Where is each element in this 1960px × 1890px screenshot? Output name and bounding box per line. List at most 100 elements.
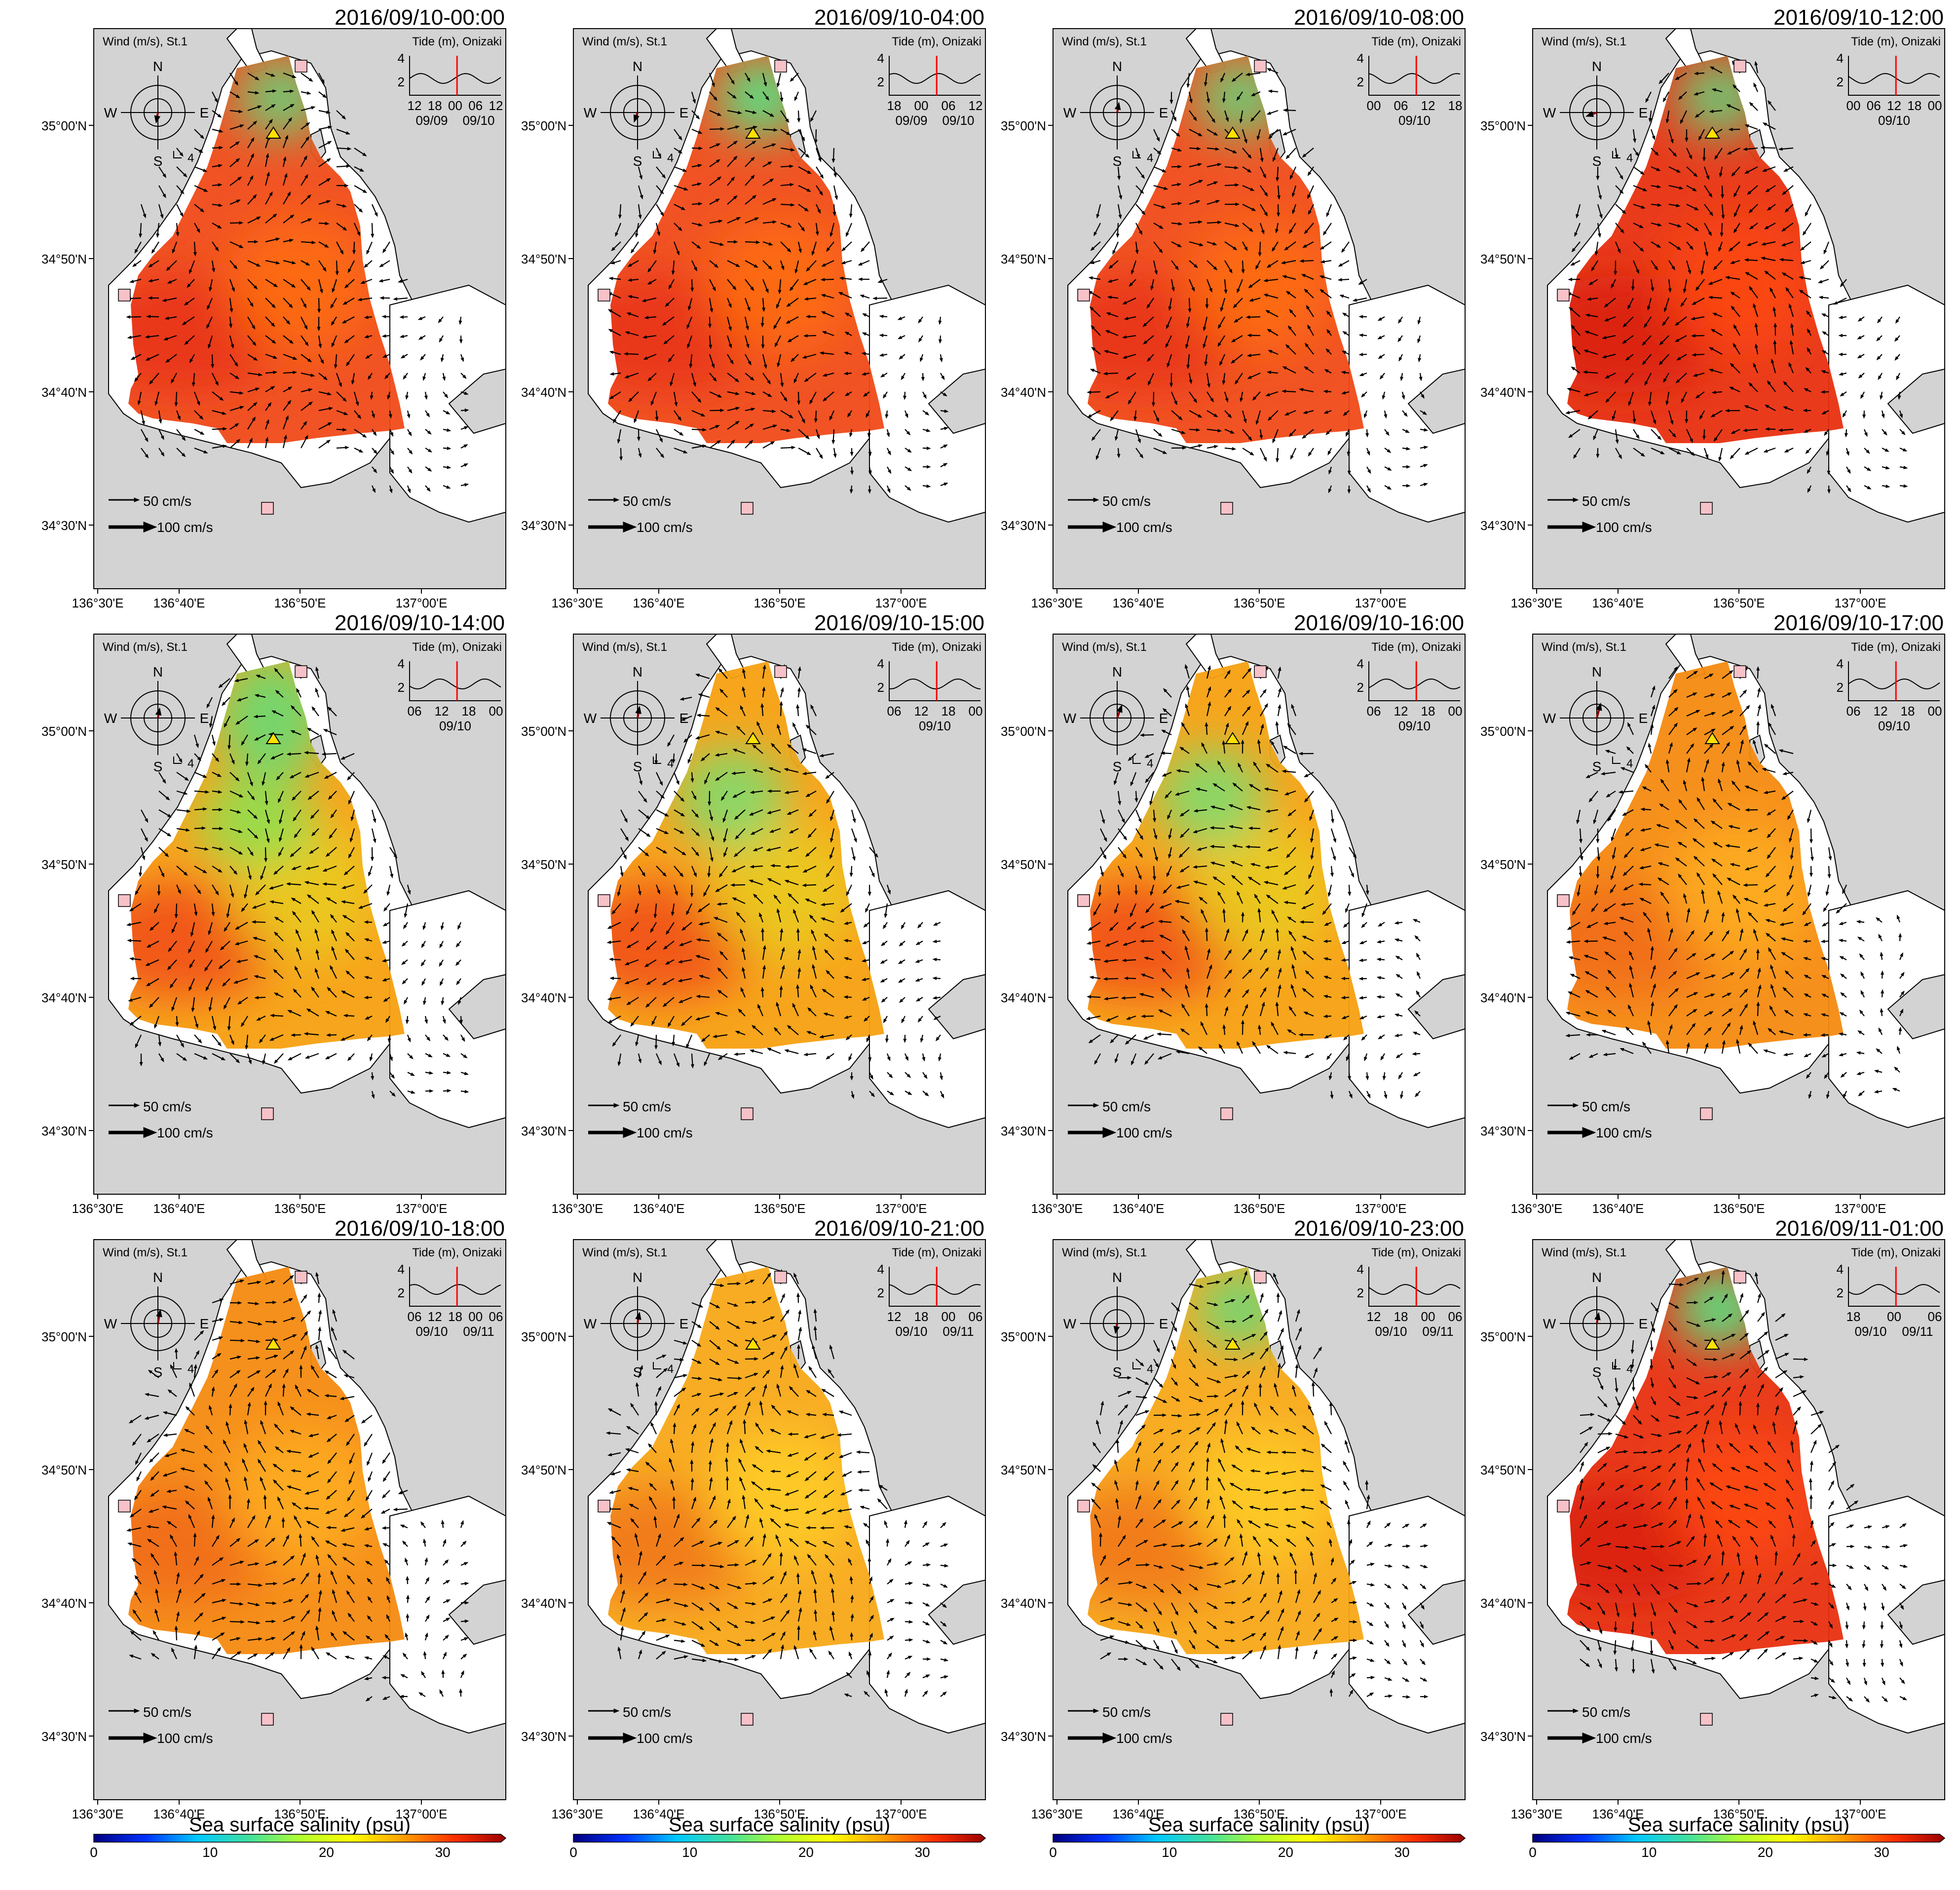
y-tick-label: 34°40'N <box>41 1596 87 1611</box>
current-arrow <box>797 391 801 405</box>
current-arrow <box>212 410 227 415</box>
station-marker <box>1220 1107 1233 1120</box>
current-arrow <box>228 316 232 329</box>
y-tick-label: 34°50'N <box>1001 857 1046 872</box>
tide-xtick: 00 <box>1448 704 1463 718</box>
current-arrow <box>194 148 204 153</box>
current-arrow <box>229 391 244 395</box>
tide-ytick: 2 <box>398 680 405 695</box>
current-arrow <box>940 1564 949 1568</box>
current-arrow <box>229 406 244 412</box>
current-arrow <box>1613 1359 1617 1370</box>
current-arrow <box>938 335 942 344</box>
tide-date: 09/11 <box>463 1324 494 1339</box>
current-arrow <box>932 976 941 981</box>
current-arrow <box>318 110 331 114</box>
tide-xtick: 06 <box>1867 98 1881 113</box>
current-arrow <box>247 316 256 330</box>
station-marker <box>1077 894 1090 907</box>
current-arrow <box>254 996 266 1000</box>
ref-label-50: 50 cm/s <box>1102 1704 1151 1720</box>
compass-w: W <box>1543 711 1556 726</box>
tide-date: 09/10 <box>1375 1324 1407 1339</box>
current-arrow <box>1820 940 1829 944</box>
tide-xtick: 06 <box>1367 704 1381 718</box>
colorbar <box>93 1834 507 1843</box>
tide-xtick: 06 <box>489 1309 503 1324</box>
current-arrow <box>405 391 409 400</box>
current-arrow <box>727 1658 739 1662</box>
y-tick-label: 34°40'N <box>41 385 87 400</box>
tide-ytick: 4 <box>398 51 405 66</box>
current-arrow <box>831 429 835 445</box>
low-salinity-spot <box>237 58 326 137</box>
ref-label-50: 50 cm/s <box>1582 1704 1630 1720</box>
current-arrow <box>229 241 244 248</box>
current-arrow <box>318 260 327 272</box>
current-arrow <box>709 73 715 87</box>
compass-e: E <box>200 1316 209 1331</box>
current-arrow <box>1311 1381 1315 1397</box>
map-panel: 2016/09/10-16:00 50 cm/s 100 cm/s Wind (m/s… <box>1001 611 1466 1216</box>
tide-ytick: 4 <box>1357 656 1364 671</box>
wind-scale-label: 4 <box>188 1362 194 1376</box>
current-arrow <box>265 402 272 411</box>
current-arrow <box>1224 1358 1239 1361</box>
current-arrow <box>158 166 167 178</box>
current-arrow <box>780 203 795 207</box>
tide-xtick: 18 <box>1901 704 1915 718</box>
x-tick-label: 137°00'E <box>1834 1201 1886 1216</box>
colorbar-tick: 30 <box>435 1845 451 1860</box>
y-tick-label: 34°50'N <box>1001 252 1046 266</box>
current-arrow <box>1152 391 1156 407</box>
tide-date: 09/10 <box>1878 113 1910 128</box>
current-arrow <box>796 1344 800 1360</box>
current-arrow <box>212 164 223 168</box>
current-arrow <box>283 238 294 243</box>
current-arrow <box>301 91 311 95</box>
tide-xtick: 12 <box>1887 98 1901 113</box>
tide-date: 09/10 <box>895 1324 927 1339</box>
current-arrow <box>460 444 468 449</box>
current-arrow <box>229 1339 245 1343</box>
salinity-patch <box>1666 216 1814 354</box>
colorbar-tick: 0 <box>569 1845 577 1860</box>
compass-n: N <box>1592 59 1602 74</box>
compass-e: E <box>200 711 209 726</box>
y-tick-label: 34°30'N <box>1480 1124 1526 1138</box>
tide-ytick: 2 <box>1357 75 1364 89</box>
ref-label-50: 50 cm/s <box>143 1099 191 1114</box>
tide-xtick: 00 <box>969 704 983 718</box>
current-arrow <box>253 715 266 718</box>
current-arrow <box>443 465 452 469</box>
current-arrow <box>127 335 142 339</box>
current-arrow <box>387 391 391 400</box>
current-arrow <box>158 185 166 198</box>
current-arrow <box>442 373 446 381</box>
current-arrow <box>247 153 254 167</box>
x-tick-label: 136°40'E <box>153 596 205 610</box>
current-arrow <box>354 204 363 213</box>
current-arrow <box>1640 807 1652 811</box>
current-arrow <box>283 89 295 93</box>
station-marker <box>774 60 787 73</box>
current-arrow <box>247 216 261 224</box>
current-arrow <box>145 335 159 339</box>
current-arrow <box>1358 333 1367 337</box>
current-arrow <box>187 279 195 288</box>
current-arrow <box>336 410 348 416</box>
map-panel: 2016/09/11-01:00 50 cm/s 100 cm/s Wind (m/s… <box>1480 1216 1946 1860</box>
current-arrow <box>212 241 219 252</box>
y-tick-label: 35°00'N <box>1001 1329 1046 1344</box>
current-arrow <box>443 410 451 415</box>
tide-xtick: 12 <box>435 704 449 718</box>
ref-label-50: 50 cm/s <box>1582 1099 1630 1114</box>
current-arrow <box>400 354 408 359</box>
current-arrow <box>460 1619 469 1623</box>
ref-label-100: 100 cm/s <box>1596 1731 1652 1746</box>
compass-e: E <box>1159 105 1168 120</box>
current-arrow <box>247 175 254 186</box>
y-tick-label: 34°40'N <box>1001 990 1046 1005</box>
current-arrow <box>171 373 177 384</box>
current-arrow <box>174 1348 178 1360</box>
